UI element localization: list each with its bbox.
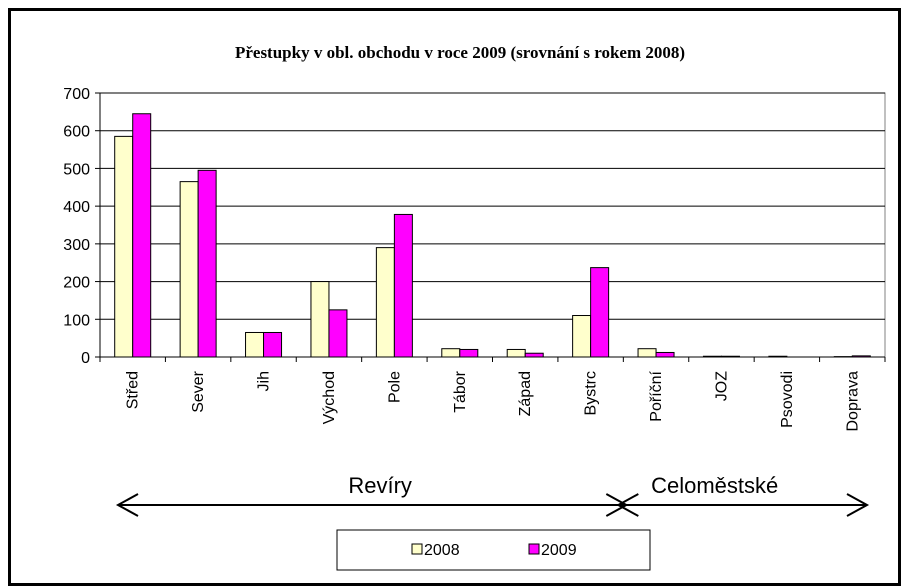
bar-2008: [180, 182, 198, 357]
x-tick-label: Sever: [190, 370, 207, 412]
bar-2009: [460, 349, 478, 357]
legend-box: [337, 530, 650, 570]
bar-2009: [394, 214, 412, 357]
y-axis: 0 100 200 300 400 500 600 700: [63, 86, 100, 367]
bar-2009: [329, 310, 347, 357]
bar-2009: [525, 353, 543, 357]
bar-2008: [311, 282, 329, 357]
group-label-reviry: Revíry: [348, 473, 412, 498]
x-tick-label: JOZ: [713, 371, 730, 401]
bar-2009: [656, 352, 674, 357]
bar-2008: [376, 248, 394, 357]
gridlines: [100, 93, 885, 357]
group-label-celomestske: Celoměstské: [651, 473, 778, 498]
y-tick-label: 500: [63, 161, 90, 178]
bar-2008: [115, 136, 133, 357]
chart-title: Přestupky v obl. obchodu v roce 2009 (sr…: [235, 43, 685, 62]
y-tick-label: 200: [63, 275, 90, 292]
y-tick-label: 0: [81, 350, 90, 367]
bar-2008: [507, 349, 525, 357]
bar-2008: [638, 349, 656, 357]
legend-swatch-2009: [529, 544, 539, 554]
bar-2008: [442, 349, 460, 357]
y-tick-label: 400: [63, 199, 90, 216]
x-tick-label: Bystrc: [583, 371, 600, 415]
x-tick-label: Psovodi: [779, 371, 796, 428]
x-tick-label: Západ: [517, 371, 534, 416]
x-tick-label: Tábor: [452, 370, 469, 412]
bar-2009: [591, 268, 609, 357]
plot-area: [100, 93, 885, 357]
bar-2008: [246, 332, 264, 357]
legend-swatch-2008: [412, 544, 422, 554]
bar-2009: [133, 114, 151, 357]
y-tick-label: 700: [63, 86, 90, 103]
legend: 2008 2009: [337, 530, 650, 570]
x-tick-label: Východ: [321, 371, 338, 424]
x-axis: Střed Sever Jih Východ Pole Tábor Západ Bystrc P…: [100, 357, 885, 431]
bar-2008: [573, 316, 591, 357]
x-tick-label: Pole: [386, 371, 403, 403]
bar-2009: [198, 170, 216, 357]
y-tick-label: 100: [63, 312, 90, 329]
bar-2009: [264, 332, 282, 357]
category-groups: Revíry Celoměstské: [118, 473, 867, 516]
bars: [115, 114, 871, 357]
x-tick-label: Střed: [125, 371, 142, 409]
legend-label-2008: 2008: [424, 542, 460, 559]
legend-label-2009: 2009: [541, 542, 577, 559]
x-tick-label: Doprava: [844, 371, 861, 432]
x-tick-label: Jih: [256, 371, 273, 391]
x-tick-label: Poříční: [648, 370, 665, 421]
y-tick-label: 300: [63, 237, 90, 254]
y-tick-label: 600: [63, 124, 90, 141]
